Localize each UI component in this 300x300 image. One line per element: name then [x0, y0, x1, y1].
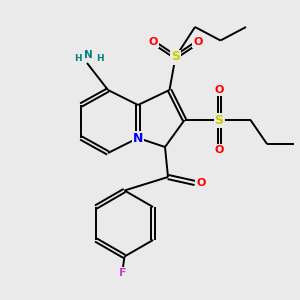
Text: N: N: [133, 131, 143, 145]
Text: O: O: [214, 145, 224, 155]
Text: O: O: [214, 85, 224, 95]
Text: O: O: [148, 37, 158, 47]
Text: F: F: [119, 268, 127, 278]
Text: N: N: [84, 50, 93, 61]
Text: H: H: [74, 54, 82, 63]
Text: O: O: [193, 37, 203, 47]
Text: S: S: [214, 113, 224, 127]
Text: H: H: [96, 54, 104, 63]
Text: O: O: [196, 178, 206, 188]
Text: S: S: [171, 50, 180, 64]
